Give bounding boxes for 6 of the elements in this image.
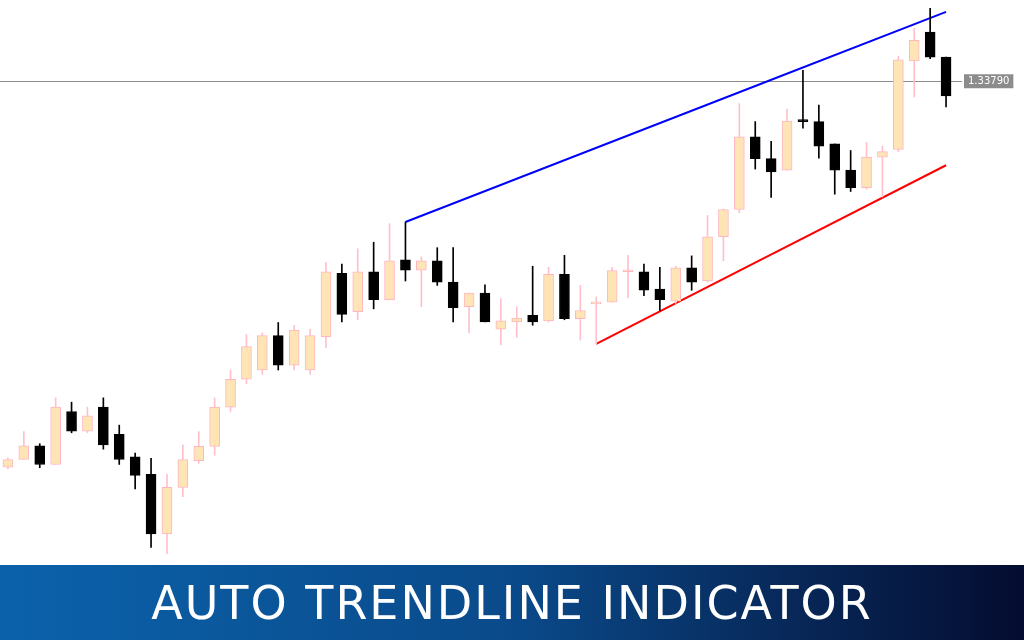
text: AUTO TRENDLINE INDICATOR (151, 575, 873, 630)
text: 1.33790 (968, 74, 1010, 86)
candlestick (797, 69, 809, 129)
candlestick (765, 140, 777, 198)
candlestick (622, 255, 634, 299)
candlestick (654, 267, 666, 311)
